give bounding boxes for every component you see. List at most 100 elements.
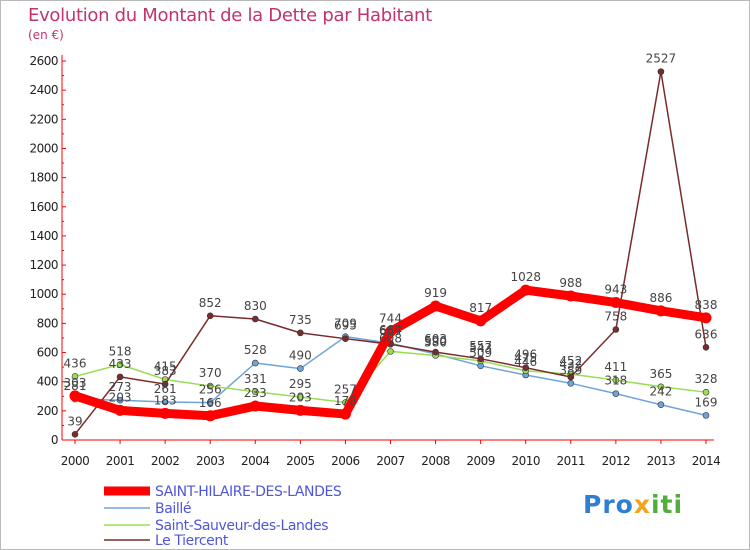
- data-point: [71, 431, 79, 438]
- data-point: [612, 326, 620, 333]
- data-label: 988: [559, 276, 582, 290]
- data-label: 389: [559, 363, 582, 377]
- data-label: 257: [334, 383, 357, 397]
- data-label: 709: [334, 317, 357, 331]
- data-point: [71, 373, 79, 380]
- data-point: [612, 390, 620, 397]
- data-point: [69, 390, 81, 402]
- data-label: 852: [199, 296, 222, 310]
- data-label: 943: [604, 283, 627, 297]
- data-label: 817: [469, 301, 492, 315]
- data-label: 432: [559, 357, 582, 371]
- x-tick-label: 2010: [511, 454, 540, 468]
- data-label: 331: [244, 372, 267, 386]
- chart-unit-label: (en €): [28, 28, 64, 42]
- x-tick-label: 2004: [241, 454, 270, 468]
- data-label: 383: [154, 364, 177, 378]
- x-tick-label: 2012: [602, 454, 631, 468]
- data-label: 256: [199, 383, 222, 397]
- data-point: [700, 312, 712, 324]
- data-label: 166: [199, 396, 222, 410]
- y-tick-label: 2000: [29, 141, 58, 155]
- data-point: [116, 396, 124, 404]
- data-label: 233: [244, 386, 267, 400]
- x-tick-label: 2008: [421, 454, 450, 468]
- data-point: [612, 376, 620, 384]
- y-tick-label: 2600: [29, 54, 58, 68]
- data-point: [657, 383, 665, 391]
- data-label: 318: [604, 374, 627, 388]
- data-point: [204, 410, 216, 422]
- data-label: 543: [469, 341, 492, 355]
- y-tick-label: 1200: [29, 258, 58, 272]
- data-label: 415: [154, 360, 177, 374]
- data-label: 590: [424, 334, 447, 348]
- data-label: 490: [289, 349, 312, 363]
- data-point: [297, 329, 304, 337]
- data-label: 242: [649, 385, 672, 399]
- data-label: 475: [514, 351, 537, 365]
- data-point: [339, 408, 351, 420]
- data-point: [655, 305, 667, 317]
- data-label: 411: [604, 360, 627, 374]
- data-point: [206, 312, 214, 320]
- data-point: [702, 343, 710, 351]
- data-label: 580: [424, 335, 447, 349]
- data-label: 518: [109, 344, 132, 358]
- data-label: 281: [64, 379, 87, 393]
- legend-label: Baillé: [155, 501, 191, 517]
- data-point: [116, 361, 124, 368]
- x-tick-label: 2005: [286, 454, 315, 468]
- legend-label: SAINT-HILAIRE-DES-LANDES: [155, 484, 342, 500]
- data-label: 1028: [510, 270, 541, 284]
- data-point: [522, 364, 530, 371]
- data-label: 295: [289, 377, 312, 391]
- data-point: [657, 68, 665, 75]
- data-label: 557: [469, 339, 492, 353]
- legend-label: Saint-Sauveur-des-Landes: [155, 518, 328, 534]
- data-point: [387, 348, 394, 355]
- x-tick-label: 2007: [376, 454, 405, 468]
- data-point: [297, 365, 304, 372]
- data-point: [294, 404, 306, 416]
- data-point: [251, 359, 259, 367]
- data-label: 664: [379, 323, 402, 337]
- data-label: 528: [244, 343, 267, 357]
- proxiti-logo: Proxiti: [583, 490, 684, 519]
- data-label: 830: [244, 299, 267, 313]
- data-label: 39: [67, 414, 82, 428]
- data-label: 758: [604, 310, 627, 324]
- y-tick-label: 1400: [29, 229, 58, 243]
- data-point: [702, 388, 710, 396]
- data-label: 509: [469, 346, 492, 360]
- data-point: [161, 380, 169, 388]
- x-tick-label: 2013: [647, 454, 676, 468]
- x-tick-label: 2014: [692, 454, 721, 468]
- x-tick-label: 2002: [151, 454, 180, 468]
- data-point: [475, 315, 487, 327]
- data-point: [657, 401, 665, 409]
- data-label: 370: [199, 366, 222, 380]
- x-tick-label: 2006: [331, 454, 360, 468]
- data-point: [159, 407, 171, 419]
- data-label: 636: [695, 327, 718, 341]
- data-point: [206, 399, 214, 406]
- data-label: 886: [649, 291, 672, 305]
- data-label: 452: [559, 354, 582, 368]
- data-label: 203: [109, 390, 132, 404]
- data-point: [567, 379, 575, 387]
- chart-title: Evolution du Montant de la Dette par Hab…: [28, 5, 432, 26]
- data-point: [249, 400, 261, 412]
- y-tick-label: 1800: [29, 171, 58, 185]
- y-tick-label: 2200: [29, 112, 58, 126]
- data-label: 496: [514, 348, 537, 362]
- data-label: 2527: [646, 52, 677, 66]
- data-label: 657: [379, 324, 402, 338]
- data-label: 183: [154, 393, 177, 407]
- data-label: 203: [289, 390, 312, 404]
- data-point: [565, 290, 577, 302]
- data-label: 919: [424, 286, 447, 300]
- data-label: 735: [289, 313, 312, 327]
- data-label: 169: [695, 395, 718, 409]
